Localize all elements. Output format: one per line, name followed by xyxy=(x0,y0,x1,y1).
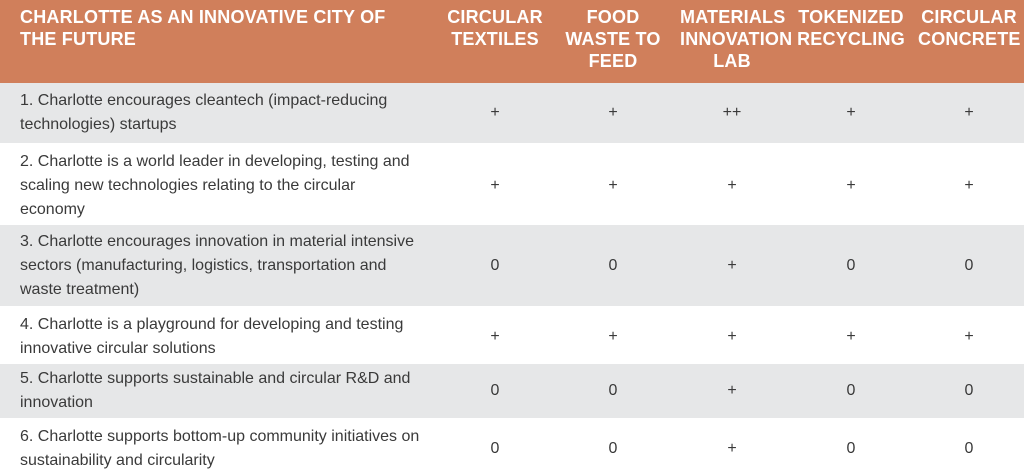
cell-value: + xyxy=(608,104,618,121)
cell-value: + xyxy=(727,382,737,399)
row-label: 4. Charlotte is a playground for develop… xyxy=(20,316,404,357)
cell-value: 0 xyxy=(490,440,500,457)
cell-value: 0 xyxy=(964,256,974,274)
cell-value: + xyxy=(490,104,500,121)
cell-value: + xyxy=(964,328,974,345)
cell-value: 0 xyxy=(490,382,500,399)
cell-value: + xyxy=(964,177,974,194)
column-header-tokenized-recycling: TOKENIZED RECYCLING xyxy=(797,7,905,49)
cell-value: + xyxy=(727,328,737,345)
cell-value: 0 xyxy=(846,440,856,457)
cell-value: + xyxy=(490,177,500,194)
cell-value: + xyxy=(727,256,737,274)
cell-value: 0 xyxy=(964,440,974,457)
cell-value: ++ xyxy=(722,104,742,121)
cell-value: + xyxy=(490,328,500,345)
cell-value: + xyxy=(964,104,974,121)
cell-value: 0 xyxy=(608,440,618,457)
row-label: 2. Charlotte is a world leader in develo… xyxy=(20,153,410,218)
table-row: 2. Charlotte is a world leader in develo… xyxy=(0,145,1024,225)
cell-value: 0 xyxy=(608,382,618,399)
cell-value: 0 xyxy=(846,256,856,274)
cell-value: + xyxy=(727,177,737,194)
row-label: 1. Charlotte encourages cleantech (impac… xyxy=(20,92,388,133)
cell-value: + xyxy=(608,177,618,194)
column-header-circular-textiles: CIRCULAR TEXTILES xyxy=(447,7,543,49)
table-row: 6. Charlotte supports bottom-up communit… xyxy=(0,420,1024,476)
table-row: 3. Charlotte encourages innovation in ma… xyxy=(0,225,1024,308)
cell-value: + xyxy=(846,328,856,345)
column-header-circular-concrete: CIRCULAR CONCRETE xyxy=(918,7,1021,49)
cell-value: + xyxy=(608,328,618,345)
row-label: 6. Charlotte supports bottom-up communit… xyxy=(20,428,420,469)
table-header-row: CHARLOTTE AS AN INNOVATIVE CITY OF THE F… xyxy=(0,0,1024,83)
table-row: 4. Charlotte is a playground for develop… xyxy=(0,308,1024,364)
cell-value: + xyxy=(846,177,856,194)
cell-value: 0 xyxy=(846,382,856,399)
cell-value: 0 xyxy=(608,256,618,274)
cell-value: 0 xyxy=(490,256,500,274)
table-title: CHARLOTTE AS AN INNOVATIVE CITY OF THE F… xyxy=(20,7,386,49)
cell-value: + xyxy=(727,440,737,457)
table-row: 5. Charlotte supports sustainable and ci… xyxy=(0,364,1024,420)
column-header-food-waste-to-feed: FOOD WASTE TO FEED xyxy=(565,7,661,71)
table-row: 1. Charlotte encourages cleantech (impac… xyxy=(0,83,1024,145)
column-header-materials-innovation-lab: MATERIALS INNOVATION LAB xyxy=(680,7,793,71)
row-label: 3. Charlotte encourages innovation in ma… xyxy=(20,232,415,298)
cell-value: 0 xyxy=(964,382,974,399)
cell-value: + xyxy=(846,104,856,121)
row-label: 5. Charlotte supports sustainable and ci… xyxy=(20,370,411,411)
